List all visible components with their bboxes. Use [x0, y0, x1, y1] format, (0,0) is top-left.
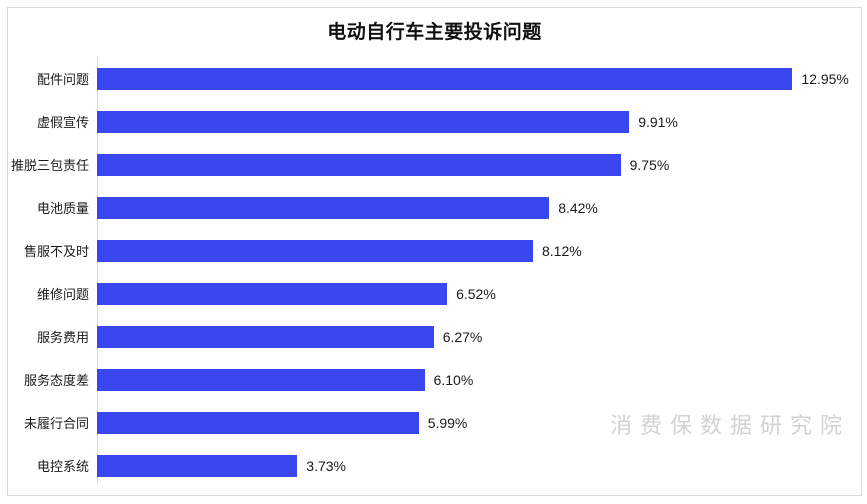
bar [97, 411, 419, 434]
bar-row: 虚假宣传 9.91% [8, 100, 861, 143]
bar [97, 153, 621, 176]
value-label: 6.10% [433, 371, 474, 388]
bar [97, 67, 793, 90]
y-axis-line [97, 57, 98, 483]
value-label: 12.95% [801, 70, 849, 87]
category-label: 电池质量 [36, 201, 89, 216]
category-label: 售服不及时 [23, 244, 89, 259]
bar-row: 服务态度差 6.10% [8, 358, 861, 401]
chart-title: 电动自行车主要投诉问题 [327, 22, 542, 43]
value-label: 9.91% [638, 113, 678, 130]
bar-row: 售服不及时 8.12% [8, 229, 861, 272]
bar-rows: 配件问题 12.95% 虚假宣传 9.91% 推脱三包责任 9.75% 电池质量 8.42% 售… [8, 57, 861, 487]
bar [97, 368, 425, 391]
bar [97, 282, 448, 305]
value-label: 8.12% [542, 242, 582, 259]
bar-row: 电池质量 8.42% [8, 186, 861, 229]
value-label: 8.42% [558, 199, 598, 216]
bar-row: 配件问题 12.95% [8, 57, 861, 100]
bar [97, 110, 630, 133]
bar [97, 196, 550, 219]
bar [97, 325, 434, 348]
value-label: 3.73% [306, 457, 346, 474]
category-label: 推脱三包责任 [10, 158, 89, 173]
chart-frame: 电动自行车主要投诉问题 配件问题 12.95% 虚假宣传 9.91% 推脱三包责任 9.7… [7, 7, 862, 496]
value-label: 6.27% [442, 328, 483, 345]
value-label: 5.99% [427, 414, 468, 431]
value-label: 6.52% [456, 285, 496, 302]
bar-row: 服务费用 6.27% [8, 315, 861, 358]
bar [97, 239, 533, 262]
category-label: 维修问题 [36, 287, 89, 302]
category-label: 未履行合同 [23, 416, 89, 431]
bar-row: 推脱三包责任 9.75% [8, 143, 861, 186]
bar [97, 454, 298, 477]
category-label: 配件问题 [36, 72, 89, 87]
value-label: 9.75% [629, 156, 670, 173]
watermark: 消费保数据研究院 [610, 413, 851, 438]
category-label: 电控系统 [36, 459, 89, 474]
bar-row: 电控系统 3.73% [8, 444, 861, 487]
category-label: 服务态度差 [23, 373, 89, 388]
bar-row: 维修问题 6.52% [8, 272, 861, 315]
bar-row: 未履行合同 5.99% [8, 401, 861, 444]
category-label: 服务费用 [36, 330, 89, 345]
category-label: 虚假宣传 [36, 115, 89, 130]
